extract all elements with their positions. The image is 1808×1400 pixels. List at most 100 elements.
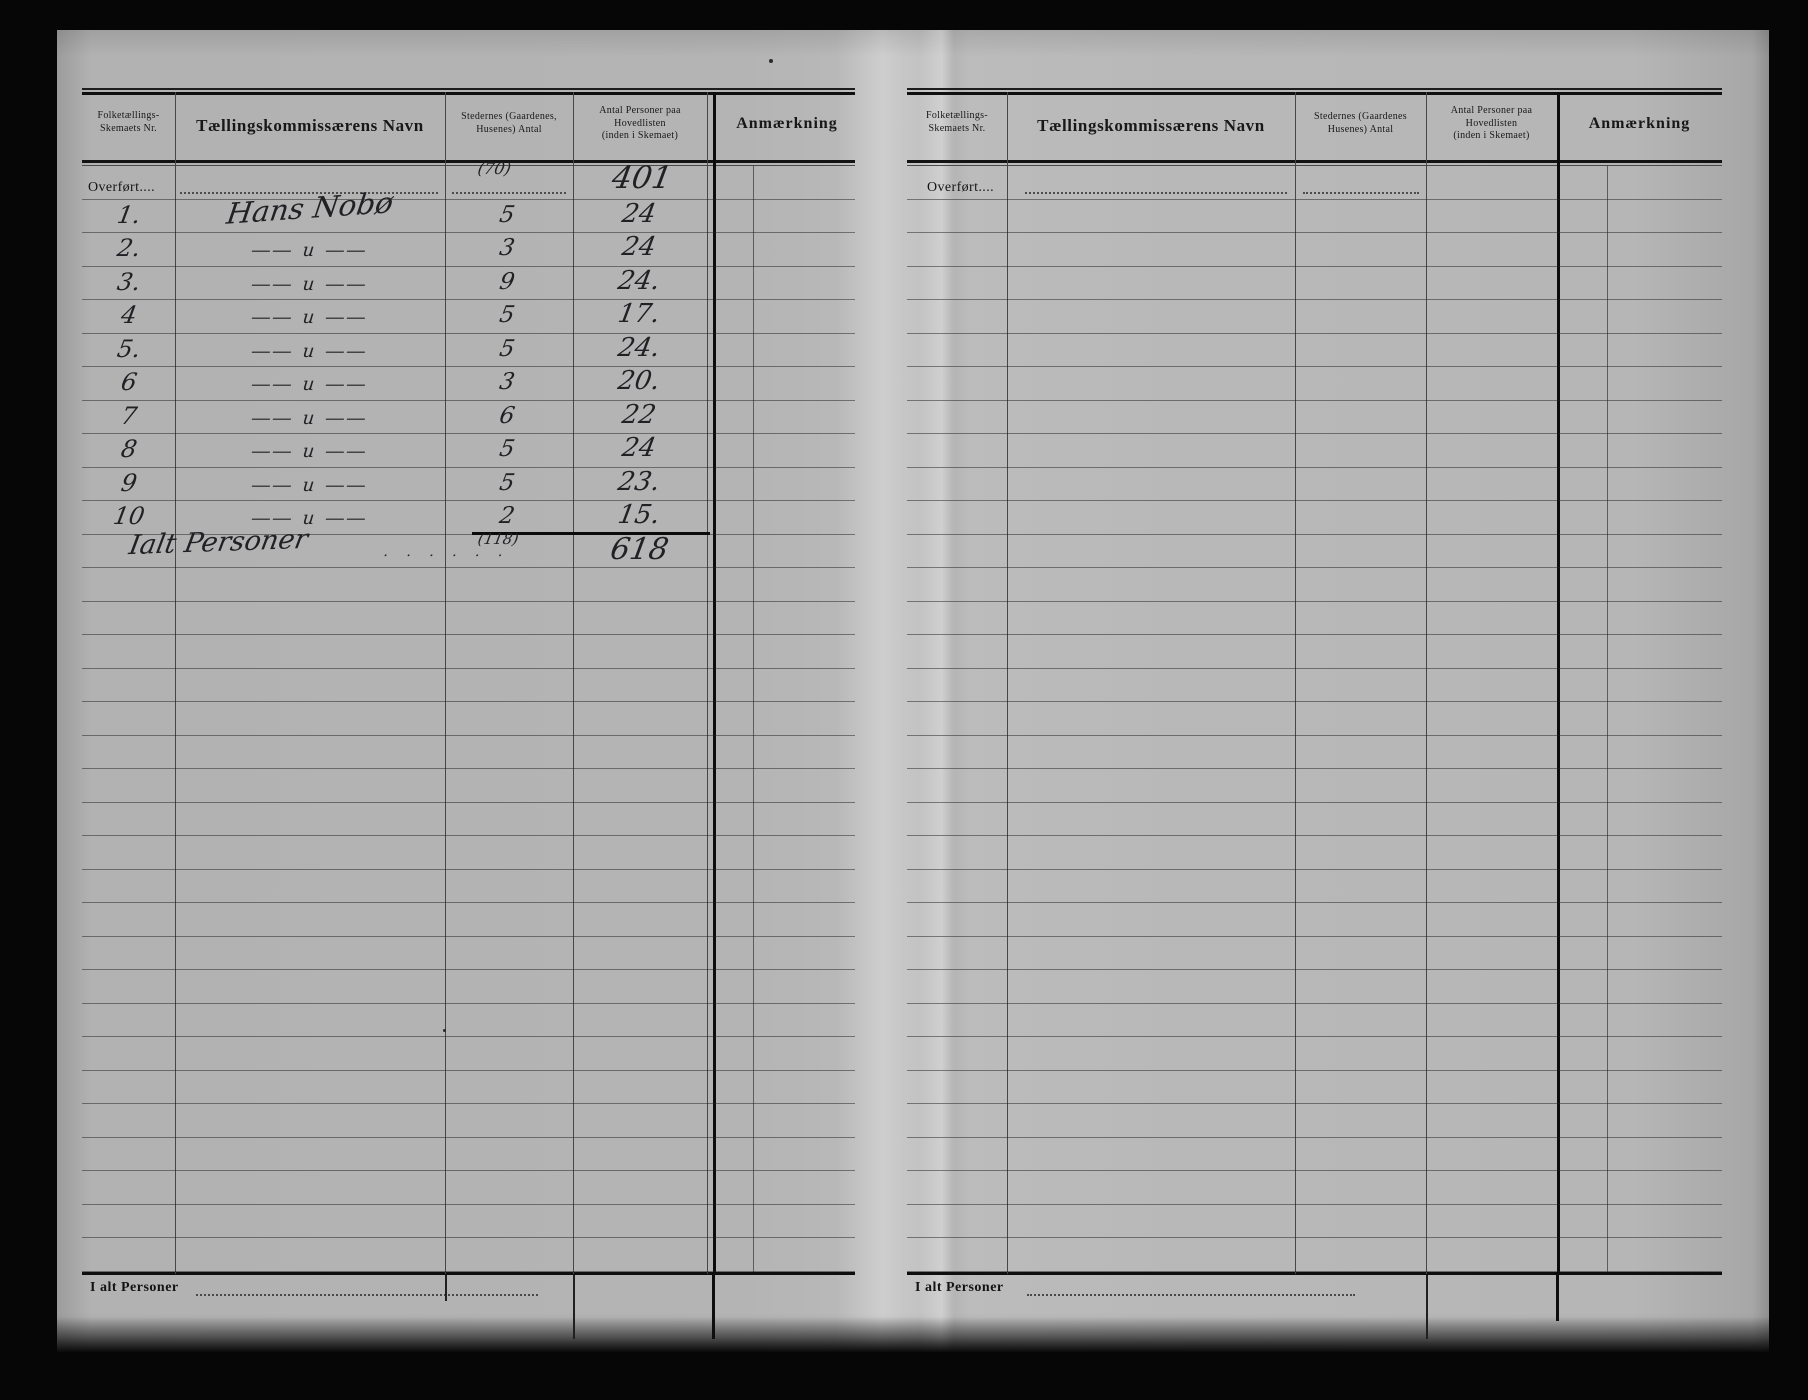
table-bottom-border-line [907,1271,1722,1275]
empty-table-row [82,1205,855,1238]
entry-row: 3. ―― u ―― 9 24. [82,266,855,300]
empty-table-row [82,635,855,669]
empty-table-row [907,602,1722,635]
empty-table-row [907,1037,1722,1071]
empty-table-row [82,1004,855,1037]
empty-table-row [907,401,1722,434]
empty-table-row [82,1238,855,1272]
schema-number: 9 [118,468,140,497]
empty-table-row [907,334,1722,367]
header-line: Stedernes (Gaardenes [1314,111,1407,122]
column-divider-thick [1557,92,1560,1274]
sum-label-handwritten: Ialt Personer [126,523,311,561]
entry-row: 5. ―― u ―― 5 24. [82,333,855,367]
entry-row: 6 ―― u ―― 3 20. [82,366,855,401]
header-bottom-border-line [907,160,1722,163]
houses-count: 5 [497,469,517,496]
entry-row: 7 ―― u ―― 6 22 [82,400,855,434]
header-line: (inden i Skemaet) [601,130,679,141]
sum-houses-total: (118) [476,529,520,548]
anmaerkning-sub-divider [1607,166,1608,1272]
entry-row: 1. Hans Nobø 5 24 [82,185,855,233]
schema-number: 7 [118,401,140,430]
header-kommissaerens-navn: Tællingskommissærens Navn [196,116,424,135]
persons-count: 23. [615,466,663,497]
empty-table-row [907,903,1722,937]
houses-count: 5 [497,436,517,462]
header-bottom-border-line [82,164,855,166]
empty-table-row [907,769,1722,803]
empty-table-row [82,937,855,970]
column-divider [445,92,446,1274]
dust-speck [443,1029,446,1032]
empty-table-row [907,836,1722,870]
header-line: Stedernes (Gaardenes, [461,111,557,122]
ialt-personer-label: I alt Personer [915,1280,1004,1295]
empty-table-row [82,669,855,702]
ialt-personer-label: I alt Personer [90,1280,179,1295]
header-line: (inden i Skemaet) [1453,130,1530,141]
ditto-mark: ―― u ―― [250,240,370,261]
houses-count: 5 [497,302,517,328]
header-line: Skemaets Nr. [928,122,986,134]
dotted-leader [1025,190,1287,194]
empty-table-row [82,1138,855,1171]
entry-row: 2. ―― u ―― 3 24 [82,232,855,267]
header-anmaerkning: Anmærkning [736,115,838,132]
empty-table-row [907,669,1722,702]
persons-count: 20. [615,366,663,396]
anmaerkning-sub-divider [753,166,754,1272]
footer-column-stub [445,1274,447,1301]
empty-table-row [82,870,855,903]
ledger-spread-paper [57,30,1769,1353]
carryover-houses-note: (70) [476,159,513,178]
header-line: Antal Personer paa [599,105,681,116]
header-line: Antal Personer paa [1450,105,1533,116]
empty-table-row [907,1205,1722,1238]
table-bottom-border-line [82,1271,855,1275]
column-divider [1295,92,1296,1274]
empty-table-row [907,1104,1722,1138]
persons-count: 24 [619,433,659,463]
empty-table-row [907,803,1722,836]
empty-table-row [82,736,855,769]
header-line: Husenes) Antal [1327,123,1394,135]
column-divider-thick [713,92,716,1274]
houses-count: 3 [497,235,517,261]
persons-count: 24 [619,232,659,262]
column-divider [573,92,574,1274]
table-top-border-line [82,88,855,90]
ditto-mark: ―― u ―― [250,273,370,295]
entry-row: 10 ―― u ―― 2 15. [82,500,855,535]
overfort-row: Overført.... [907,166,1722,200]
empty-table-row [907,1171,1722,1205]
empty-table-row [907,635,1722,669]
empty-table-row [907,870,1722,903]
dotted-leader [1303,190,1419,194]
empty-table-row [907,434,1722,468]
entry-row: 8 ―― u ―― 5 24 [82,433,855,468]
empty-table-row [907,970,1722,1004]
ditto-mark: ―― u ―― [250,474,370,496]
empty-table-row [907,1071,1722,1104]
houses-count: 5 [497,201,517,228]
schema-number: 8 [118,435,140,463]
empty-table-row [907,267,1722,300]
persons-count: 15. [615,500,663,530]
schema-number: 4 [118,301,140,329]
header-line: Hovedlisten [1465,117,1518,129]
empty-table-row [907,1004,1722,1037]
persons-count: 17. [615,299,663,329]
header-bottom-border-line [82,160,855,163]
houses-count: 3 [497,369,517,395]
header-stedernes-antal: Stedernes (Gaardenes Husenes) Antal [1295,111,1426,136]
header-line: Skemaets Nr. [100,122,157,134]
footer-dotted-leader [1027,1280,1355,1296]
empty-table-row [82,568,855,602]
ditto-mark: ―― u ―― [250,374,370,395]
column-divider [1007,92,1008,1274]
empty-table-row [82,602,855,635]
ditto-mark: ―― u ―― [250,407,370,429]
empty-table-row [907,535,1722,568]
